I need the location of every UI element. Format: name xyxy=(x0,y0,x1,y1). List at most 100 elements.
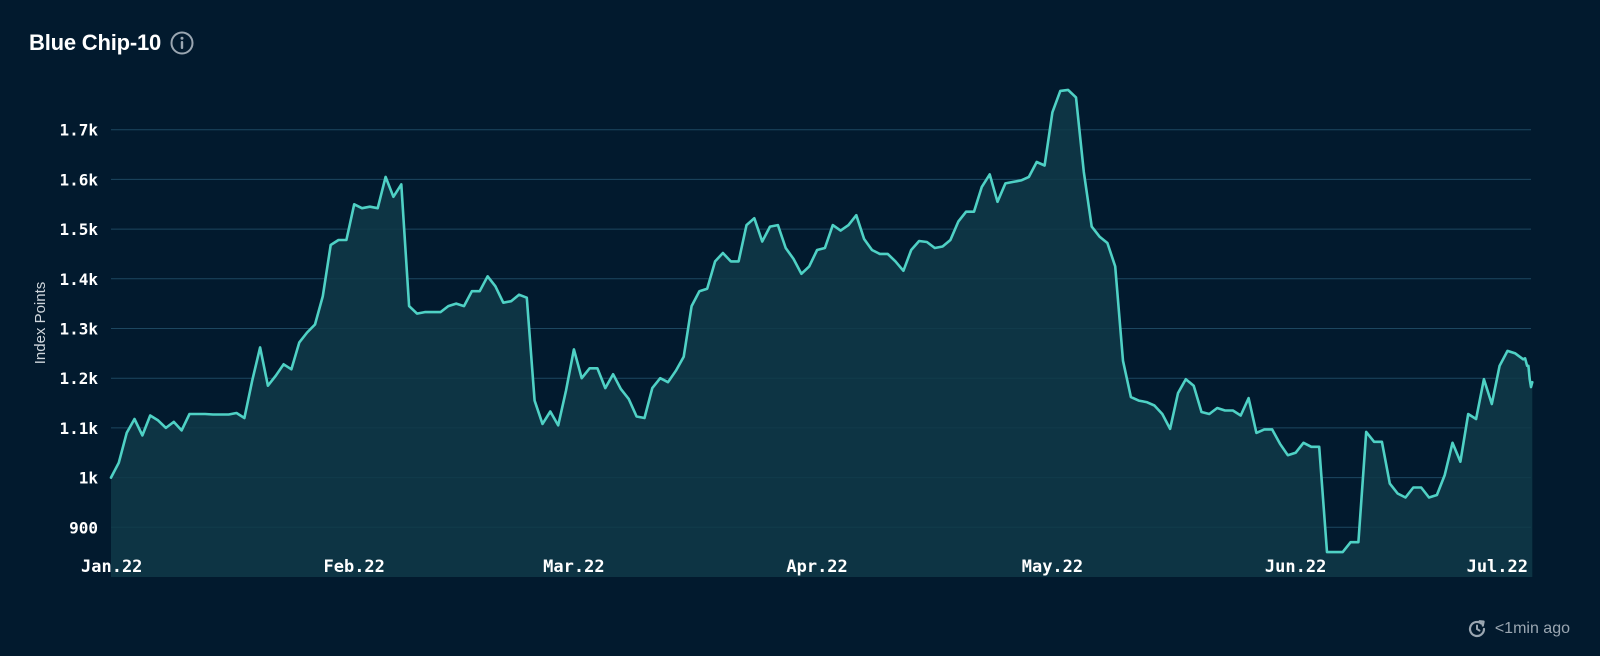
data-point xyxy=(933,247,936,249)
data-point xyxy=(557,424,559,427)
data-point xyxy=(133,418,136,420)
data-point xyxy=(777,224,779,226)
data-point xyxy=(1169,428,1171,430)
data-point xyxy=(1263,428,1266,431)
data-point xyxy=(471,290,473,293)
updated-text: <1min ago xyxy=(1494,620,1570,637)
data-point xyxy=(1294,451,1297,454)
data-point xyxy=(447,305,450,307)
data-point xyxy=(227,413,230,416)
data-point xyxy=(518,293,520,296)
data-point xyxy=(125,432,128,434)
data-point xyxy=(400,183,403,186)
data-point xyxy=(274,374,277,377)
chart-area: 900 1k 1.1k 1.2k 1.3k 1.4k 1.5k 1.6k 1.7k Index P… xyxy=(32,88,1534,578)
y-tick-label: 900 xyxy=(69,518,98,537)
data-point xyxy=(855,214,858,216)
data-point xyxy=(612,373,614,376)
data-point xyxy=(1373,441,1375,443)
data-point xyxy=(165,427,167,429)
data-point xyxy=(1192,384,1195,387)
data-point xyxy=(486,275,489,278)
data-point xyxy=(1490,403,1493,405)
last-updated: <1min ago xyxy=(1466,618,1570,640)
data-point xyxy=(690,305,693,307)
data-point xyxy=(243,417,246,419)
data-point xyxy=(1059,90,1062,92)
data-point xyxy=(345,239,348,241)
data-point xyxy=(1122,360,1124,362)
data-point xyxy=(1255,432,1258,434)
data-point xyxy=(965,210,967,213)
data-point xyxy=(235,412,238,414)
x-tick-label: Jan.22 xyxy=(81,557,142,577)
data-point xyxy=(118,461,120,464)
data-point xyxy=(1035,161,1038,163)
data-point xyxy=(1177,392,1179,394)
data-point xyxy=(706,287,709,290)
data-point xyxy=(1514,352,1517,355)
chart-header: Blue Chip-10 xyxy=(29,30,195,56)
data-point xyxy=(722,252,724,254)
data-point xyxy=(659,377,661,380)
data-point xyxy=(1310,445,1313,448)
data-point xyxy=(267,384,269,387)
data-point xyxy=(1451,442,1454,444)
data-point xyxy=(188,413,191,415)
data-point xyxy=(1524,357,1526,360)
data-point xyxy=(1527,364,1530,367)
data-point xyxy=(1028,176,1030,178)
refresh-icon[interactable] xyxy=(1466,618,1488,640)
data-point xyxy=(596,367,599,370)
data-point xyxy=(620,388,622,390)
data-point xyxy=(1067,89,1069,91)
x-tick-label: Apr.22 xyxy=(786,557,847,577)
y-tick-label: 1.7k xyxy=(59,121,98,140)
data-point xyxy=(753,217,756,219)
data-point xyxy=(376,207,379,210)
data-point xyxy=(1106,242,1109,244)
data-point xyxy=(816,249,818,251)
data-point xyxy=(541,423,544,425)
data-point xyxy=(1341,551,1344,553)
series-area xyxy=(111,89,1533,578)
data-point xyxy=(369,205,371,208)
data-point xyxy=(839,229,842,232)
data-point xyxy=(808,265,811,268)
data-point xyxy=(1137,399,1140,402)
data-point xyxy=(1459,460,1462,463)
data-point xyxy=(141,434,144,437)
data-point xyxy=(871,249,873,251)
data-point xyxy=(847,224,850,226)
data-point xyxy=(314,323,316,326)
data-point xyxy=(604,387,607,389)
data-point xyxy=(1357,541,1360,544)
y-tick-label: 1.3k xyxy=(59,320,98,339)
data-point xyxy=(831,224,834,226)
data-point xyxy=(1349,541,1352,544)
data-point xyxy=(886,253,889,255)
data-point xyxy=(1083,171,1085,173)
data-point xyxy=(1396,492,1399,495)
data-point xyxy=(1153,404,1156,407)
data-point xyxy=(196,413,199,415)
data-point xyxy=(981,186,983,188)
data-point xyxy=(784,247,787,249)
data-point xyxy=(1051,111,1054,114)
y-tick-label: 1.1k xyxy=(59,419,98,438)
data-point xyxy=(110,476,112,479)
data-point xyxy=(1528,378,1531,380)
data-point xyxy=(1412,486,1415,489)
info-icon[interactable] xyxy=(169,30,195,56)
x-tick-label: Mar.22 xyxy=(543,557,604,577)
y-tick-label: 1.2k xyxy=(59,369,98,388)
y-tick-label: 1.4k xyxy=(59,270,98,289)
data-point xyxy=(1531,381,1534,383)
data-point xyxy=(322,295,324,297)
x-tick-label: Feb.22 xyxy=(323,557,384,577)
data-point xyxy=(204,413,206,415)
data-point xyxy=(337,239,340,241)
data-point xyxy=(220,413,222,416)
data-point xyxy=(306,331,308,334)
data-point xyxy=(1090,225,1093,228)
